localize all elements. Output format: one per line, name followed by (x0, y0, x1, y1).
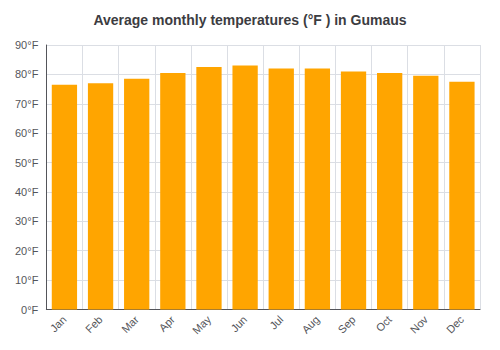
svg-text:Aug: Aug (299, 313, 321, 335)
svg-text:Jul: Jul (267, 313, 285, 331)
svg-text:Oct: Oct (373, 313, 394, 334)
svg-text:Average monthly temperatures (: Average monthly temperatures (°F ) in Gu… (93, 12, 406, 28)
svg-text:Mar: Mar (119, 313, 141, 335)
svg-text:50°F: 50°F (15, 157, 39, 169)
svg-text:Jun: Jun (228, 313, 249, 334)
svg-text:90°F: 90°F (15, 39, 39, 51)
svg-text:20°F: 20°F (15, 245, 39, 257)
svg-text:30°F: 30°F (15, 215, 39, 227)
svg-text:Apr: Apr (157, 313, 178, 334)
svg-text:May: May (190, 313, 214, 337)
svg-text:70°F: 70°F (15, 98, 39, 110)
svg-text:Dec: Dec (444, 313, 467, 336)
svg-text:Jan: Jan (48, 313, 69, 334)
svg-text:60°F: 60°F (15, 127, 39, 139)
svg-text:0°F: 0°F (21, 304, 39, 316)
svg-text:Nov: Nov (408, 313, 431, 336)
svg-text:80°F: 80°F (15, 68, 39, 80)
svg-text:Feb: Feb (83, 313, 105, 335)
svg-text:40°F: 40°F (15, 186, 39, 198)
svg-text:10°F: 10°F (15, 274, 39, 286)
svg-text:Sep: Sep (335, 313, 357, 335)
